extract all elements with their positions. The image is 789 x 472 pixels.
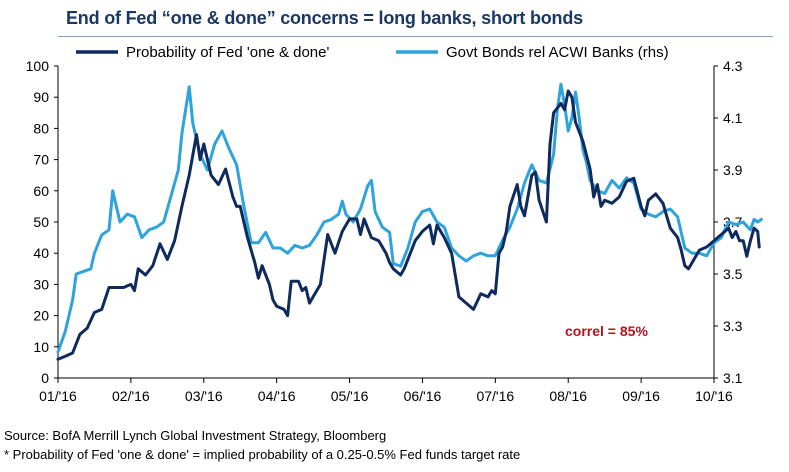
source-note: Source: BofA Merrill Lynch Global Invest… bbox=[4, 428, 387, 443]
x-tick-label: 07/'16 bbox=[476, 388, 514, 404]
y-left-tick-label: 80 bbox=[33, 120, 49, 136]
x-tick-label: 09/'16 bbox=[622, 388, 660, 404]
series-line-probability-one-and-done bbox=[56, 89, 761, 361]
x-tick-label: 04/'16 bbox=[258, 388, 296, 404]
y-left-tick-label: 30 bbox=[33, 276, 49, 292]
correlation-annotation: correl = 85% bbox=[565, 323, 648, 339]
y-right-tick-label: 3.1 bbox=[723, 370, 743, 386]
x-tick-label: 05/'16 bbox=[331, 388, 369, 404]
y-left-tick-label: 40 bbox=[33, 245, 49, 261]
y-left-tick-label: 20 bbox=[33, 308, 49, 324]
title-divider bbox=[58, 36, 773, 37]
x-tick-label: 01/'16 bbox=[39, 388, 77, 404]
footnote: * Probability of Fed 'one & done' = impl… bbox=[4, 447, 521, 462]
x-tick-label: 06/'16 bbox=[404, 388, 442, 404]
chart-title: End of Fed “one & done” concerns = long … bbox=[66, 8, 583, 28]
y-left-tick-label: 10 bbox=[33, 339, 49, 355]
x-tick-label: 10/'16 bbox=[695, 388, 733, 404]
legend-label-1: Probability of Fed 'one & done' bbox=[126, 44, 329, 61]
y-right-tick-label: 4.1 bbox=[723, 110, 743, 126]
x-tick-label: 03/'16 bbox=[185, 388, 223, 404]
y-left-tick-label: 90 bbox=[33, 89, 49, 105]
line-chart: 01020304050607080901003.13.33.53.73.94.1… bbox=[26, 44, 763, 404]
y-left-tick-label: 0 bbox=[41, 370, 49, 386]
y-left-tick-label: 70 bbox=[33, 152, 49, 168]
chart-legend: Probability of Fed 'one & done' Govt Bond… bbox=[76, 44, 669, 61]
x-tick-label: 08/'16 bbox=[549, 388, 587, 404]
y-right-tick-label: 3.3 bbox=[723, 318, 743, 334]
y-right-tick-label: 3.5 bbox=[723, 266, 743, 282]
y-right-tick-label: 4.3 bbox=[723, 58, 743, 74]
series-line-govt-bonds-rel-banks bbox=[56, 82, 763, 354]
y-left-tick-label: 100 bbox=[26, 58, 50, 74]
y-left-tick-label: 60 bbox=[33, 183, 49, 199]
chart-axes: 01020304050607080901003.13.33.53.73.94.1… bbox=[26, 58, 743, 404]
chart-series bbox=[56, 82, 763, 361]
x-tick-label: 02/'16 bbox=[112, 388, 150, 404]
y-left-tick-label: 50 bbox=[33, 214, 49, 230]
y-right-tick-label: 3.9 bbox=[723, 162, 743, 178]
legend-label-2: Govt Bonds rel ACWI Banks (rhs) bbox=[446, 44, 669, 61]
